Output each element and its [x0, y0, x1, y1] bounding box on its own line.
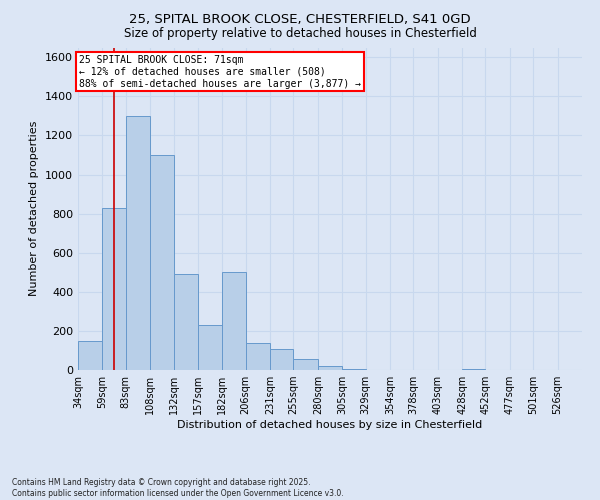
Bar [342, 369, 365, 370]
Bar [78, 340, 103, 370]
Bar [150, 155, 173, 370]
X-axis label: Distribution of detached houses by size in Chesterfield: Distribution of detached houses by size … [178, 420, 482, 430]
Bar [318, 366, 342, 370]
Bar [198, 325, 222, 370]
Bar [270, 348, 293, 370]
Bar [462, 369, 485, 370]
Bar [126, 116, 150, 370]
Bar [293, 359, 318, 370]
Y-axis label: Number of detached properties: Number of detached properties [29, 121, 40, 296]
Bar [103, 208, 126, 370]
Bar [245, 342, 270, 370]
Bar [173, 274, 198, 370]
Text: Contains HM Land Registry data © Crown copyright and database right 2025.
Contai: Contains HM Land Registry data © Crown c… [12, 478, 344, 498]
Text: Size of property relative to detached houses in Chesterfield: Size of property relative to detached ho… [124, 28, 476, 40]
Bar [222, 272, 245, 370]
Text: 25, SPITAL BROOK CLOSE, CHESTERFIELD, S41 0GD: 25, SPITAL BROOK CLOSE, CHESTERFIELD, S4… [129, 12, 471, 26]
Text: 25 SPITAL BROOK CLOSE: 71sqm
← 12% of detached houses are smaller (508)
88% of s: 25 SPITAL BROOK CLOSE: 71sqm ← 12% of de… [79, 56, 361, 88]
